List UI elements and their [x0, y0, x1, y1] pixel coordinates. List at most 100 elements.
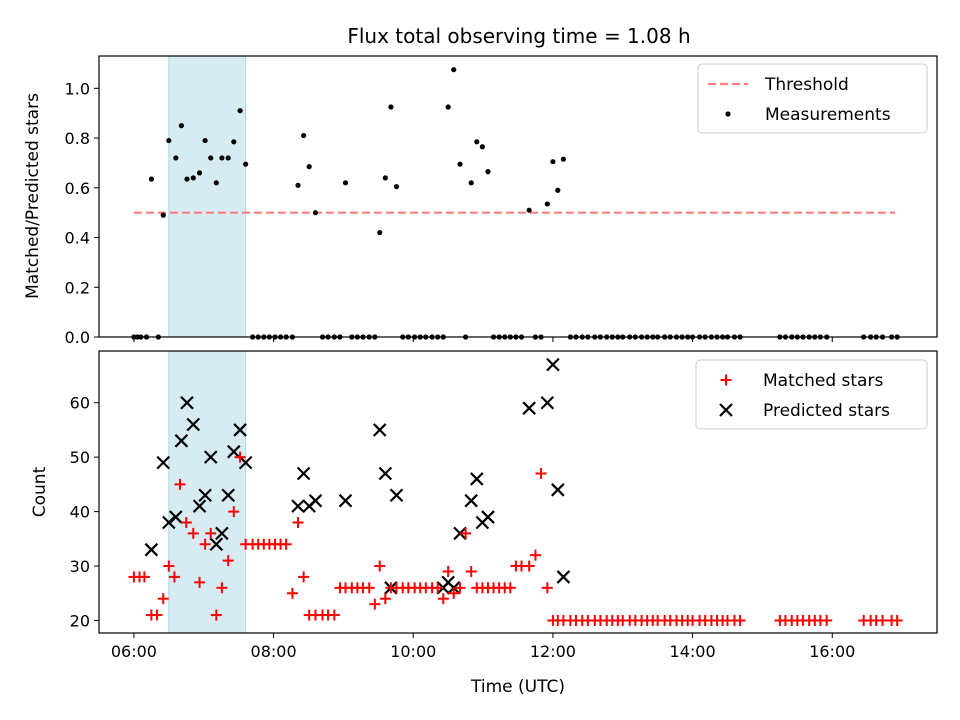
bottom-y-axis-label: Count: [30, 466, 50, 517]
measurement-point: [526, 207, 532, 213]
bottom-axes-frame: [98, 350, 938, 634]
top-axes-frame: [98, 55, 938, 338]
measurement-point: [225, 155, 231, 161]
x-tick-label: 06:00: [111, 642, 157, 661]
matched-stars-point: [280, 538, 292, 550]
predicted-stars-point: [227, 444, 241, 459]
predicted-stars-point: [291, 499, 305, 513]
x-stroke-b: [464, 493, 478, 508]
measurement-point: [445, 104, 451, 110]
matched-stars-point: [298, 571, 310, 583]
x-stroke-b: [719, 403, 733, 417]
matched-stars-point: [891, 614, 903, 626]
legend-measurements-swatch: [725, 111, 731, 117]
measurement-point: [451, 67, 457, 73]
measurement-point: [173, 155, 179, 161]
predicted-stars-point: [378, 466, 393, 481]
measurement-point: [544, 201, 550, 207]
matched-stars-point: [205, 527, 217, 539]
legend-measurements-label: Measurements: [765, 105, 891, 125]
top-y-axis-label: Matched/Predicted stars: [23, 93, 43, 299]
predicted-stars-point: [453, 526, 467, 541]
matched-stars-point: [163, 560, 175, 572]
y-tick-label: 30: [70, 557, 90, 576]
measurement-point: [393, 183, 400, 190]
measurement-point: [382, 175, 388, 181]
x-stroke-b: [551, 483, 565, 497]
x-stroke-b: [546, 357, 560, 372]
x-stroke-b: [296, 466, 311, 481]
matched-stars-point: [535, 467, 547, 479]
x-stroke-b: [540, 395, 555, 410]
x-stroke-b: [180, 395, 194, 410]
x-stroke-b: [209, 537, 224, 552]
x-stroke-b: [233, 423, 247, 437]
matched-stars-point: [151, 609, 163, 621]
predicted-stars-point: [198, 488, 212, 503]
x-stroke-b: [522, 401, 536, 415]
matched-stars-point: [180, 516, 192, 528]
measurement-point: [160, 212, 166, 218]
matched-stars-point: [432, 582, 444, 594]
predicted-stars-point: [215, 526, 229, 541]
matched-stars-point: [228, 506, 240, 518]
measurement-point: [457, 161, 463, 167]
measurement-point: [377, 229, 383, 236]
x-tick-label: 08:00: [251, 642, 297, 661]
x-stroke-b: [203, 450, 218, 464]
x-stroke-b: [389, 488, 404, 503]
y-tick-label: 0.6: [65, 179, 90, 198]
y-tick-label: 1.0: [65, 79, 90, 98]
matched-stars-point: [216, 582, 228, 594]
matched-stars-point: [363, 582, 375, 594]
matched-stars-point: [292, 516, 304, 528]
predicted-stars-point: [556, 570, 571, 584]
matched-stars-point: [465, 565, 477, 577]
matched-stars-point: [138, 571, 150, 583]
matched-stars-point: [187, 527, 199, 539]
matched-stars-point: [168, 571, 180, 583]
matched-stars-point: [460, 527, 472, 539]
x-tick-label: 14:00: [670, 642, 716, 661]
predicted-stars-point: [238, 455, 253, 470]
x-stroke-b: [470, 472, 484, 486]
x-stroke-b: [192, 499, 207, 513]
predicted-stars-point: [296, 466, 311, 481]
x-stroke-b: [338, 493, 353, 508]
x-stroke-b: [308, 493, 323, 508]
measurement-point: [306, 164, 312, 170]
x-stroke-b: [221, 488, 235, 503]
measurement-point: [295, 182, 301, 188]
matched-stars-point: [374, 560, 386, 572]
measurement-point: [468, 180, 474, 186]
x-stroke-b: [144, 542, 159, 557]
chart-title: Flux total observing time = 1.08 h: [347, 24, 690, 48]
measurement-point: [342, 180, 349, 186]
x-stroke-b: [215, 526, 229, 541]
legend-matched-swatch: [720, 374, 732, 386]
matched-stars-point: [821, 614, 833, 626]
measurement-point: [196, 170, 203, 176]
predicted-stars-point: [186, 417, 201, 432]
matched-stars-point: [448, 587, 460, 599]
x-stroke-b: [186, 417, 201, 432]
x-stroke-b: [291, 499, 305, 513]
y-tick-label: 40: [70, 503, 90, 522]
y-tick-label: 0.4: [65, 229, 90, 248]
matched-stars-point: [541, 582, 553, 594]
predicted-stars-point: [156, 455, 171, 470]
predicted-stars-point: [522, 401, 536, 415]
top-panel: 0.0 0.2 0.4 0.6 0.8 1.0 Matched/Predicted sta…: [23, 55, 938, 347]
measurement-point: [213, 180, 219, 186]
predicted-stars-point: [551, 483, 565, 497]
measurement-point: [312, 210, 319, 216]
bottom-legend-box: [695, 359, 928, 430]
bottom-legend: Matched stars Predicted stars: [695, 359, 928, 430]
predicted-stars-point: [389, 488, 404, 503]
matched-stars-point: [529, 549, 541, 561]
x-stroke-b: [481, 510, 495, 524]
predicted-stars-point: [481, 510, 495, 524]
measurement-point: [550, 159, 556, 165]
predicted-stars-point: [470, 472, 484, 486]
